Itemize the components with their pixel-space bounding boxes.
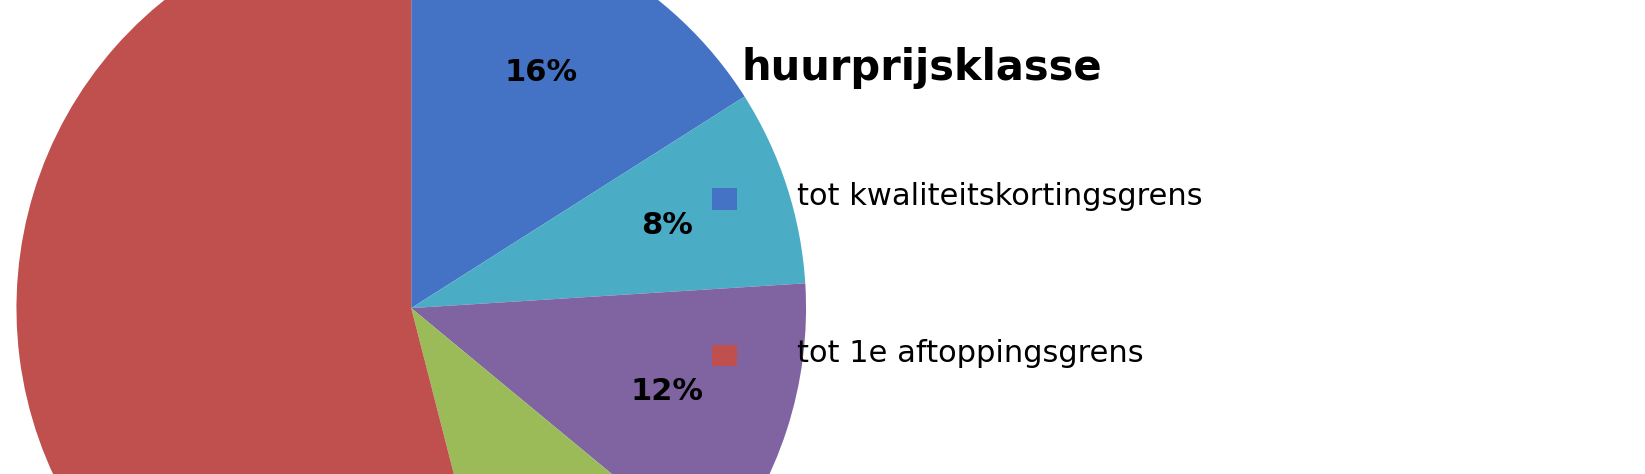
Wedge shape bbox=[411, 308, 716, 474]
Wedge shape bbox=[16, 0, 510, 474]
Bar bbox=[712, 345, 737, 366]
Text: huurprijsklasse: huurprijsklasse bbox=[742, 47, 1102, 90]
Wedge shape bbox=[411, 283, 806, 474]
Text: 16%: 16% bbox=[503, 58, 577, 87]
Bar bbox=[712, 188, 737, 210]
Wedge shape bbox=[411, 0, 745, 308]
Text: tot 1e aftoppingsgrens: tot 1e aftoppingsgrens bbox=[798, 338, 1143, 368]
Text: 12%: 12% bbox=[630, 376, 702, 406]
Text: 8%: 8% bbox=[640, 210, 693, 240]
Text: tot kwaliteitskortingsgrens: tot kwaliteitskortingsgrens bbox=[798, 182, 1202, 211]
Wedge shape bbox=[411, 97, 806, 308]
